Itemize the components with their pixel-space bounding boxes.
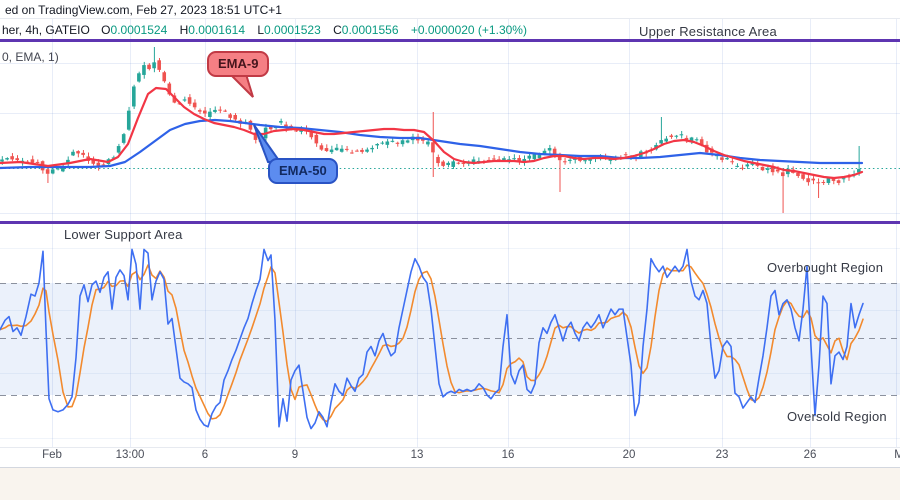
lower-support-line[interactable]: [0, 221, 900, 224]
ticker-open: O0.0001524: [101, 23, 168, 37]
ema50-callout[interactable]: EMA-50: [268, 158, 338, 184]
ticker-close: C0.0001556: [333, 23, 399, 37]
ema9-callout[interactable]: EMA-9: [207, 51, 270, 77]
ticker-row: her, 4h, GATEIO O0.0001524 H0.0001614 L0…: [2, 23, 527, 37]
lower-support-label: Lower Support Area: [64, 227, 183, 242]
x-axis-label: 23: [715, 449, 729, 461]
ticker-low: L0.0001523: [257, 23, 321, 37]
bottom-margin-strip: [0, 468, 900, 500]
x-axis-label: 13:00: [115, 449, 145, 461]
x-axis-label: 9: [291, 449, 299, 461]
ticker-change: +0.0000020 (+1.30%): [410, 23, 527, 37]
overbought-region-label: Overbought Region: [767, 260, 884, 275]
x-axis-label: 26: [803, 449, 817, 461]
oversold-region-label: Oversold Region: [787, 409, 887, 424]
upper-resistance-label: Upper Resistance Area: [639, 24, 777, 39]
x-axis-label: 13: [410, 449, 424, 461]
x-axis-label: 6: [201, 449, 209, 461]
x-axis-label: M: [894, 449, 900, 461]
x-axis[interactable]: Feb 13:00 6 9 13 16 20 23 26 M: [0, 449, 900, 465]
x-axis-label: 16: [501, 449, 515, 461]
upper-resistance-line[interactable]: [0, 39, 900, 42]
ticker-high: H0.0001614: [179, 23, 245, 37]
attribution-text: ed on TradingView.com, Feb 27, 2023 18:5…: [5, 3, 282, 17]
indicator-legend-cutoff[interactable]: 0, EMA, 1): [2, 50, 59, 64]
ticker-symbol[interactable]: her, 4h, GATEIO: [2, 23, 90, 37]
x-axis-label: Feb: [42, 449, 62, 461]
x-axis-label: 20: [622, 449, 636, 461]
